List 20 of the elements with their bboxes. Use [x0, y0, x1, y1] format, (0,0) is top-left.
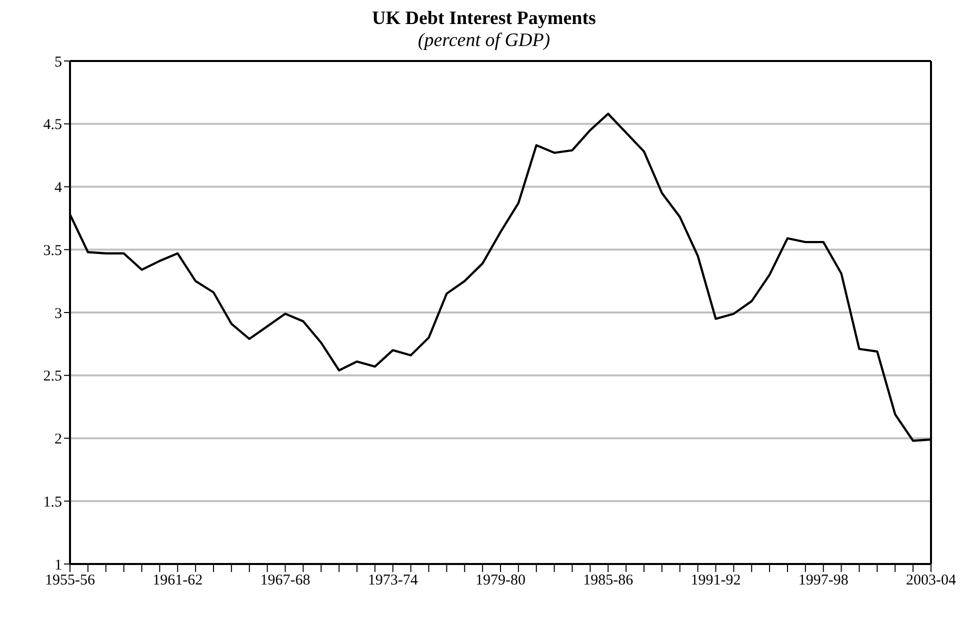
x-tick-label: 1991-92 — [690, 572, 741, 589]
x-tick-label: 2003-04 — [906, 572, 956, 589]
y-tick-label: 4.5 — [43, 117, 62, 134]
x-tick-label: 1955-56 — [45, 572, 96, 589]
x-tick-label: 1985-86 — [583, 572, 634, 589]
y-tick-label: 1.5 — [43, 494, 62, 510]
y-tick-label: 3.5 — [43, 242, 62, 259]
x-tick-label: 1961-62 — [152, 572, 203, 589]
x-tick-label: 1967-68 — [260, 572, 310, 589]
x-tick-label: 1973-74 — [368, 572, 418, 589]
x-tick-label: 1997-98 — [798, 572, 848, 589]
y-tick-label: 1 — [54, 557, 62, 574]
x-tick-label: 1979-80 — [476, 572, 526, 589]
chart-title: UK Debt Interest Payments — [371, 8, 597, 30]
y-tick-label: 2 — [54, 432, 62, 448]
y-tick-label: 5 — [54, 54, 62, 70]
y-tick-label: 3 — [54, 306, 62, 322]
y-tick-label: 4 — [54, 180, 62, 196]
chart-subtitle: (percent of GDP) — [416, 30, 552, 52]
y-tick-label: 2.5 — [43, 368, 62, 385]
